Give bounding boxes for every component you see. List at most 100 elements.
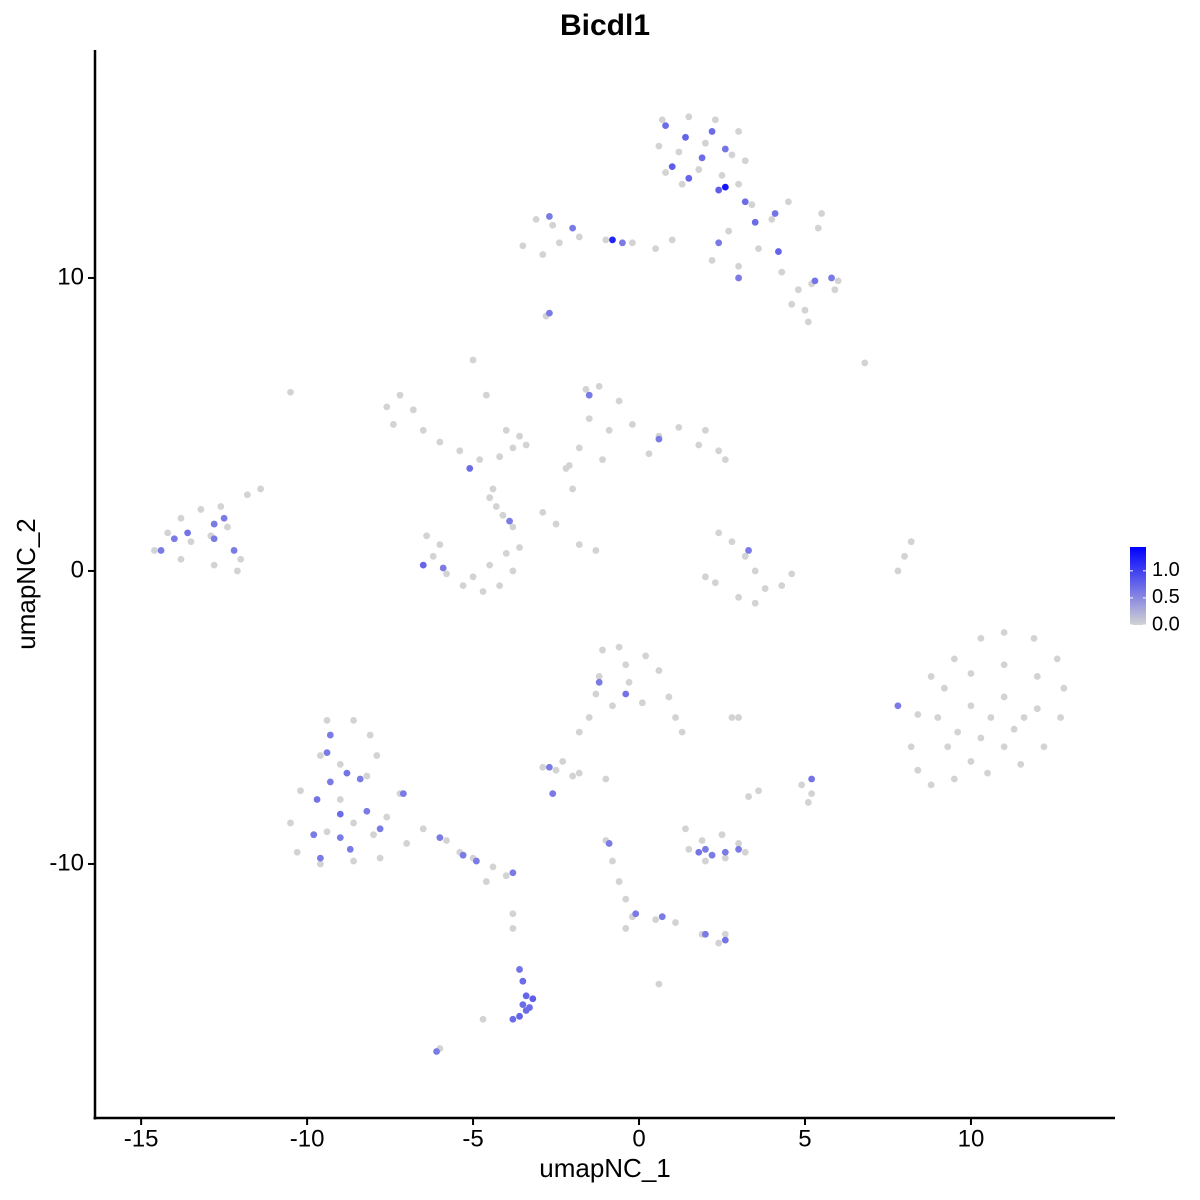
- cell-point: [224, 523, 231, 531]
- cell-point: [622, 690, 630, 698]
- cell-point: [652, 916, 660, 924]
- cell-point: [665, 693, 673, 701]
- cell-point: [814, 224, 822, 232]
- cell-point: [549, 221, 557, 229]
- cell-point: [419, 825, 427, 833]
- cell-point: [907, 538, 915, 546]
- cell-point: [741, 848, 749, 856]
- cell-point: [735, 845, 742, 853]
- cell-point: [682, 825, 689, 833]
- cell-point: [728, 151, 736, 159]
- cell-point: [502, 549, 510, 557]
- cell-point: [546, 309, 553, 317]
- y-tick-label: 0: [71, 556, 84, 583]
- cell-point: [509, 910, 517, 918]
- cell-point: [950, 655, 958, 663]
- cell-point: [549, 790, 557, 798]
- cell-point: [509, 1015, 517, 1023]
- cell-point: [708, 128, 716, 135]
- cell-point: [396, 391, 404, 399]
- x-tick-label: 10: [958, 1125, 985, 1152]
- cell-point: [735, 593, 742, 601]
- cell-point: [316, 860, 324, 868]
- cell-point: [605, 840, 613, 847]
- cell-point: [1033, 705, 1041, 713]
- cell-point: [479, 1015, 487, 1023]
- cell-point: [784, 198, 792, 206]
- cell-point: [436, 541, 444, 548]
- cell-point: [801, 306, 809, 314]
- cell-point: [516, 966, 523, 973]
- cell-point: [967, 670, 975, 677]
- cell-point: [297, 787, 304, 795]
- cell-point: [675, 148, 683, 156]
- cell-point: [519, 977, 527, 985]
- cell-point: [702, 573, 709, 581]
- cell-point: [602, 775, 610, 783]
- cell-point: [409, 406, 417, 414]
- cell-point: [615, 878, 623, 885]
- cell-point: [522, 992, 530, 1000]
- cell-point: [323, 716, 331, 724]
- cell-point: [655, 980, 663, 988]
- cell-point: [399, 790, 407, 798]
- cell-point: [927, 781, 935, 789]
- cell-point: [433, 1048, 440, 1055]
- cell-point: [599, 646, 606, 654]
- cell-point: [755, 787, 762, 795]
- cell-point: [715, 186, 723, 194]
- cell-point: [326, 778, 334, 786]
- cell-point: [1040, 743, 1048, 751]
- cell-point: [711, 116, 719, 124]
- cell-point: [645, 450, 653, 458]
- cell-point: [751, 599, 759, 607]
- cell-point: [316, 854, 324, 862]
- cell-point: [702, 139, 709, 147]
- cell-point: [459, 582, 467, 590]
- cell-point: [197, 506, 205, 513]
- cell-point: [456, 447, 464, 455]
- cell-point: [1020, 714, 1028, 721]
- cell-point: [257, 485, 265, 493]
- cell-point: [499, 511, 507, 519]
- cell-point: [569, 772, 577, 780]
- cell-point: [164, 529, 172, 537]
- cell-point: [907, 743, 915, 751]
- cell-point: [741, 198, 749, 206]
- cell-point: [927, 673, 935, 680]
- cell-point: [489, 863, 497, 871]
- cell-point: [721, 848, 729, 856]
- cell-point: [702, 845, 709, 853]
- cell-point: [735, 180, 742, 188]
- cell-point: [170, 535, 178, 543]
- cell-point: [708, 256, 716, 264]
- cell-point: [237, 555, 245, 563]
- cell-point: [555, 239, 563, 247]
- cell-point: [370, 831, 377, 839]
- cell-point: [984, 769, 991, 777]
- cell-point: [373, 752, 381, 759]
- cell-point: [622, 661, 630, 669]
- cell-point: [967, 758, 975, 765]
- cell-point: [622, 925, 630, 932]
- cell-point: [496, 582, 504, 590]
- cell-point: [751, 567, 759, 575]
- cell-point: [187, 538, 195, 546]
- cell-point: [818, 210, 825, 217]
- cell-point: [652, 245, 660, 253]
- cell-point: [725, 227, 733, 235]
- cell-point: [977, 734, 985, 742]
- cell-point: [595, 678, 603, 686]
- cell-point: [834, 277, 842, 285]
- cell-point: [439, 564, 447, 572]
- cell-point: [509, 444, 517, 452]
- cell-point: [356, 775, 364, 783]
- cell-point: [532, 215, 540, 223]
- cell-point: [788, 300, 796, 308]
- cell-point: [569, 224, 577, 232]
- cell-point: [313, 796, 321, 803]
- y-tick-label: -10: [49, 849, 84, 876]
- cell-point: [804, 799, 812, 806]
- cell-point: [486, 561, 494, 569]
